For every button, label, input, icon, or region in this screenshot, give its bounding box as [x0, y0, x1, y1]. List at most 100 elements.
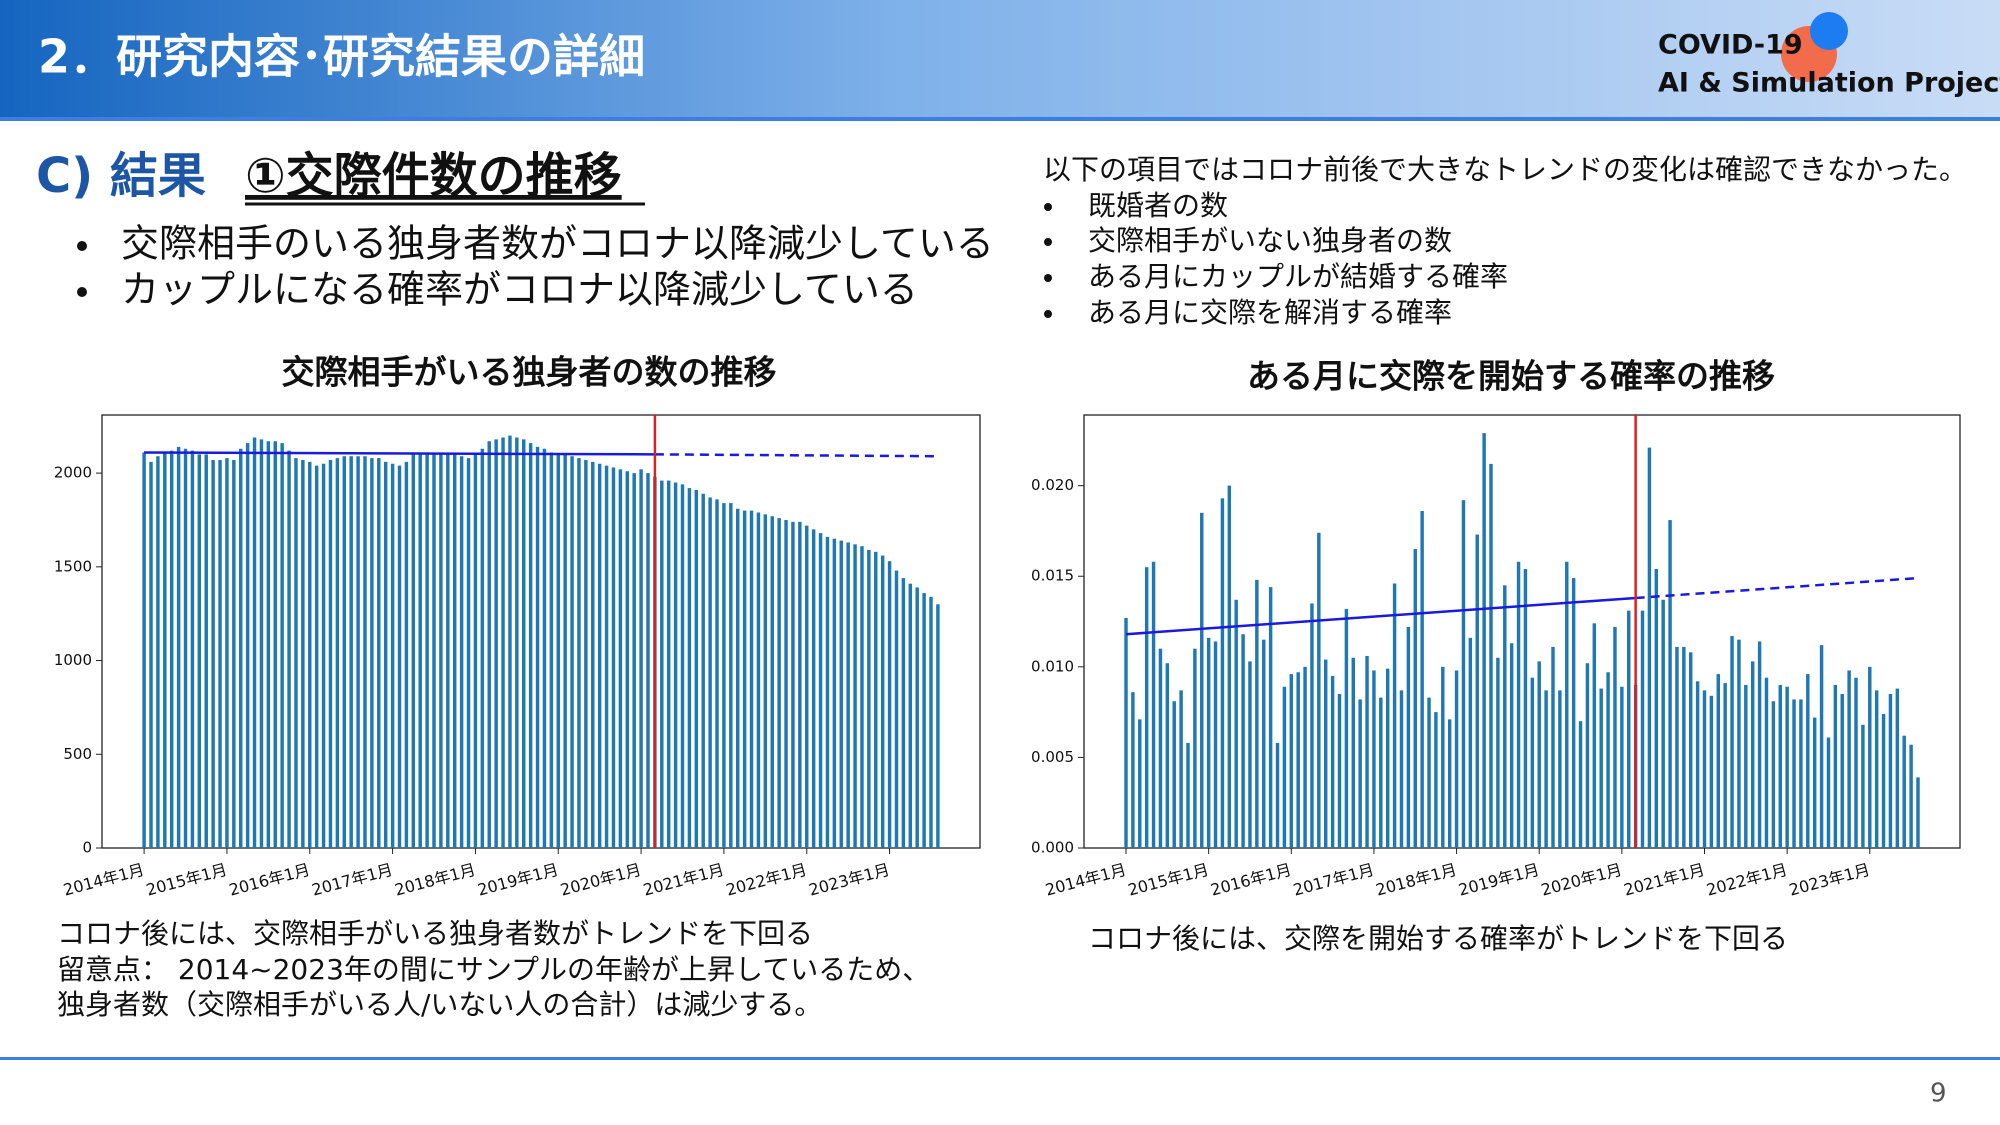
note-item: 交際相手がいない独身者の数 — [1088, 224, 1452, 257]
bar — [1206, 637, 1211, 848]
bar — [480, 448, 485, 848]
y-tick-label: 0.015 — [1031, 567, 1074, 585]
bullet — [77, 241, 87, 251]
bar — [528, 443, 533, 848]
x-tick-label: 2018年1月 — [393, 860, 478, 900]
bar — [280, 443, 284, 848]
bar — [404, 461, 409, 848]
bar — [1406, 626, 1411, 848]
bar — [1461, 500, 1466, 848]
bar — [1654, 568, 1659, 848]
bar — [1296, 672, 1300, 848]
bar — [729, 503, 733, 848]
chart-title: ある月に交際を開始する確率の推移 — [1247, 357, 1775, 396]
bar — [156, 456, 160, 848]
bar — [1427, 697, 1431, 848]
bar — [611, 467, 616, 848]
bullet-text: 交際相手のいる独身者数がコロナ以降減少している — [121, 222, 994, 266]
bar — [1737, 639, 1741, 848]
x-tick-label: 2023年1月 — [1787, 860, 1872, 900]
bar — [832, 538, 837, 848]
bar — [342, 456, 347, 848]
bar — [1716, 674, 1720, 848]
bar — [197, 454, 202, 848]
y-tick-label: 0.005 — [1031, 748, 1074, 766]
bar — [1854, 677, 1858, 848]
caption: コロナ後には、交際相手がいる独身者数がトレンドを下回る — [57, 917, 813, 950]
x-tick-label: 2020年1月 — [1539, 860, 1624, 900]
bar — [1186, 742, 1190, 848]
bar — [1179, 690, 1183, 848]
bar — [1530, 677, 1535, 848]
bar — [1702, 690, 1707, 848]
bar — [259, 439, 264, 848]
bar — [666, 480, 671, 848]
bar — [846, 542, 850, 848]
bar — [1592, 623, 1597, 848]
bar — [556, 454, 560, 848]
section-label: C) 結果 — [36, 148, 206, 204]
bar — [1757, 641, 1762, 848]
bar — [190, 450, 195, 848]
x-tick-label: 2020年1月 — [558, 860, 643, 900]
bar — [1599, 688, 1603, 848]
bar — [798, 521, 802, 848]
bar — [618, 469, 623, 848]
bar — [1771, 701, 1776, 848]
bar — [1847, 670, 1851, 848]
bar — [1868, 666, 1872, 848]
bar — [1317, 532, 1321, 848]
bar — [1434, 712, 1438, 848]
bar — [1689, 652, 1693, 848]
trend-line — [144, 451, 655, 456]
bar — [494, 439, 498, 848]
bar — [542, 448, 547, 848]
bar — [1523, 568, 1528, 848]
bar — [1537, 661, 1541, 848]
bar — [1778, 684, 1782, 848]
bar — [1399, 690, 1404, 848]
logo-text: COVID-19 — [1658, 30, 1803, 61]
bar — [1551, 646, 1555, 848]
bar — [1213, 641, 1218, 848]
bar — [1744, 684, 1748, 848]
footer-rule — [0, 1057, 2000, 1060]
logo-dot — [1810, 12, 1848, 50]
bar — [363, 456, 367, 848]
x-tick-label: 2015年1月 — [1126, 860, 1211, 900]
bar — [535, 446, 540, 848]
header-band — [0, 0, 2000, 117]
x-tick-label: 2021年1月 — [1622, 860, 1707, 900]
bar — [287, 450, 291, 848]
bar — [867, 549, 871, 848]
bar — [742, 510, 747, 848]
bar — [1558, 690, 1562, 848]
bar — [763, 514, 768, 848]
bar — [1165, 663, 1170, 848]
trend-projection — [1635, 576, 1919, 600]
x-tick-label: 2017年1月 — [1291, 860, 1376, 900]
bar — [1516, 561, 1521, 848]
bar — [1454, 670, 1459, 848]
bar — [784, 519, 788, 848]
bar — [1833, 684, 1838, 848]
bar — [1902, 735, 1906, 848]
bar — [1303, 666, 1307, 848]
bar — [1661, 599, 1665, 848]
bar — [1330, 675, 1335, 848]
note-item: 既婚者の数 — [1088, 189, 1228, 222]
bar — [908, 583, 913, 848]
bar — [239, 448, 243, 848]
y-tick-label: 0 — [82, 839, 92, 857]
bar — [701, 493, 705, 848]
y-tick-label: 1500 — [54, 557, 92, 575]
bar — [1509, 643, 1514, 848]
bar — [522, 439, 526, 848]
bar — [218, 459, 222, 848]
bar — [1324, 659, 1328, 848]
bar — [1441, 666, 1445, 848]
bar — [1193, 648, 1197, 848]
note-lead: 以下の項目ではコロナ前後で大きなトレンドの変化は確認できなかった。 — [1043, 153, 1967, 186]
x-tick-label: 2022年1月 — [724, 860, 809, 900]
